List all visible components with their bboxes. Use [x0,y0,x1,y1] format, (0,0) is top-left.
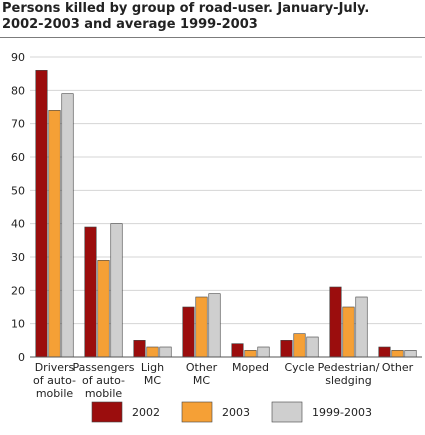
bar-2003 [293,333,306,358]
x-tick-label-line: Other [186,361,218,374]
x-tick-label-line: Moped [232,361,269,374]
y-tick-label: 90 [11,51,25,64]
bar-1999-2003 [257,346,270,358]
legend-label: 2002 [132,406,160,419]
x-tick-label-line: Passengers [72,361,134,374]
legend-label: 1999-2003 [312,406,372,419]
bar-1999-2003 [306,336,319,358]
x-tick-label: Drivers of auto-mobile [33,361,76,400]
x-tick-label: Pedestrian/sledging [318,361,380,387]
x-tick-label-line: MC [144,374,161,387]
legend-swatch [181,401,213,423]
y-tick-label: 50 [11,184,25,197]
legend-swatch [91,401,123,423]
bar-1999-2003 [404,350,417,358]
bar-2003 [97,260,110,358]
x-tick-label-line: Cycle [284,361,314,374]
y-tick-label: 20 [11,284,25,297]
y-tick-label: 0 [18,351,25,364]
title-divider [0,37,425,38]
x-tick-label: Other MC [186,361,218,387]
bar-2002 [133,340,146,358]
x-tick-label-line: Ligh [141,361,164,374]
x-tick-label-line: Pedestrian/ [318,361,380,374]
x-tick-label-line: of auto- [82,374,125,387]
y-tick-label: 30 [11,251,25,264]
x-tick-label: Ligh MC [141,361,164,387]
x-tick-label: Moped [232,361,269,374]
bar-2002 [378,346,391,358]
y-tick-label: 40 [11,218,25,231]
bar-2002 [35,70,48,358]
x-tick-label-line: MC [193,374,210,387]
legend-label: 2003 [222,406,250,419]
x-tick-label-line: of auto- [33,374,76,387]
bar-2003 [146,346,159,358]
bar-2002 [182,306,195,358]
bar-1999-2003 [355,296,368,358]
chart-title-line-1: Persons killed by group of road-user. Ja… [2,1,370,16]
y-tick-label: 70 [11,118,25,131]
bar-1999-2003 [110,223,123,358]
bar-2003 [195,296,208,358]
bar-2002 [280,340,293,358]
y-tick-label: 10 [11,318,25,331]
bar-2002 [329,286,342,358]
chart-title: Persons killed by group of road-user. Ja… [2,1,422,33]
bar-2003 [244,350,257,358]
x-tick-label: Other [382,361,414,374]
x-tick-label: Passengers of auto-mobile [72,361,134,400]
bar-1999-2003 [208,293,221,358]
bar-2002 [84,226,97,358]
x-tick-label-line: mobile [85,387,123,400]
bar-1999-2003 [159,346,172,358]
bar-2003 [391,350,404,358]
x-tick-label-line: sledging [325,374,372,387]
y-tick-label: 80 [11,84,25,97]
legend-swatch [271,401,303,423]
x-tick-label: Cycle [284,361,314,374]
bar-1999-2003 [61,93,74,358]
x-tick-label-line: mobile [36,387,74,400]
chart-title-line-2: 2002-2003 and average 1999-2003 [2,17,258,32]
bar-2003 [342,306,355,358]
bar-2003 [48,110,61,358]
x-tick-label-line: Other [382,361,414,374]
x-tick-label-line: Drivers [35,361,75,374]
y-tick-label: 60 [11,151,25,164]
bar-2002 [231,343,244,358]
